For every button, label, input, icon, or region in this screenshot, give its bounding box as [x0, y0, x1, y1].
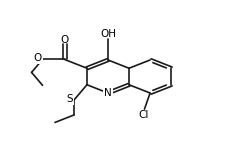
- Text: Cl: Cl: [138, 110, 148, 120]
- Text: N: N: [104, 88, 112, 98]
- Text: O: O: [34, 53, 42, 63]
- Text: O: O: [61, 35, 69, 45]
- Text: S: S: [67, 94, 73, 104]
- Text: OH: OH: [100, 28, 116, 39]
